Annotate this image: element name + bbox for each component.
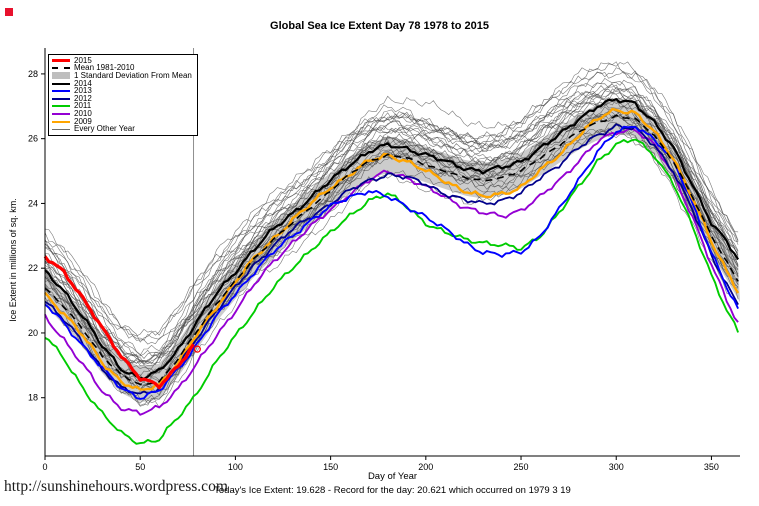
legend-item: Every Other Year [52, 125, 192, 133]
legend-swatch [52, 90, 70, 93]
legend-swatch [52, 128, 70, 130]
legend-item: 2011 [52, 101, 192, 111]
legend-item: 1 Standard Deviation From Mean [52, 70, 192, 80]
other-year-line [44, 77, 739, 359]
other-year-line [44, 61, 739, 343]
legend-box: 2015 Mean 1981-2010 1 Standard Deviation F… [48, 54, 198, 136]
x-tick-label: 200 [418, 462, 433, 472]
legend-label: 2011 [74, 101, 92, 111]
x-tick-label: 350 [704, 462, 719, 472]
y-tick-label: 20 [28, 328, 38, 338]
legend-swatch [52, 72, 70, 80]
legend-item: 2015 [52, 55, 192, 65]
series-line-2015 [43, 255, 195, 390]
x-axis-label: Day of Year [367, 471, 418, 482]
other-year-line [44, 127, 739, 406]
legend-swatch [52, 67, 70, 70]
series-line-2011 [44, 138, 739, 445]
x-tick-label: 250 [514, 462, 529, 472]
mean-line [44, 114, 739, 386]
legend-label: 2009 [74, 116, 92, 126]
other-year-line [44, 108, 739, 381]
legend-swatch [52, 59, 70, 63]
other-year-line [44, 110, 739, 383]
legend-item: 2014 [52, 78, 192, 88]
std-deviation-band [45, 98, 740, 402]
legend-label: 2010 [74, 108, 92, 118]
legend-item: 2012 [52, 93, 192, 103]
today-marker [193, 345, 201, 353]
today-extent-caption: Today's Ice Extent: 19.628 - Record for … [214, 485, 571, 496]
legend-swatch [52, 105, 70, 108]
legend-swatch [52, 82, 70, 85]
source-url: http://sunshinehours.wordpress.com [4, 478, 228, 495]
y-tick-label: 28 [28, 69, 38, 79]
x-tick-label: 50 [135, 462, 145, 472]
legend-swatch [52, 97, 70, 100]
y-tick-label: 22 [28, 263, 38, 273]
corner-mark [5, 8, 13, 16]
legend-label: Mean 1981-2010 [74, 63, 135, 73]
y-tick-label: 26 [28, 134, 38, 144]
chart-title: Global Sea Ice Extent Day 78 1978 to 201… [270, 20, 489, 32]
y-tick-label: 24 [28, 198, 38, 208]
legend-label: 2015 [74, 55, 92, 65]
legend-label: 1 Standard Deviation From Mean [74, 70, 192, 80]
legend-label: Every Other Year [74, 124, 135, 134]
x-tick-label: 300 [609, 462, 624, 472]
other-year-line [44, 71, 739, 341]
x-tick-label: 150 [323, 462, 338, 472]
legend-label: 2014 [74, 78, 92, 88]
legend-item: Mean 1981-2010 [52, 63, 192, 73]
legend-item: 2010 [52, 108, 192, 118]
legend-label: 2013 [74, 86, 92, 96]
legend-label: 2012 [74, 93, 92, 103]
x-tick-label: 100 [228, 462, 243, 472]
other-year-line [44, 128, 739, 404]
other-year-line [44, 83, 739, 363]
y-tick-label: 18 [28, 393, 38, 403]
series-line-2009 [44, 107, 740, 391]
other-year-line [44, 67, 739, 337]
series-line-2013 [44, 125, 739, 400]
legend-swatch [52, 112, 70, 115]
series-line-2014 [44, 98, 740, 380]
legend-item: 2009 [52, 116, 192, 126]
legend-item: 2013 [52, 87, 192, 95]
legend-swatch [52, 120, 70, 123]
x-tick-label: 0 [42, 462, 47, 472]
